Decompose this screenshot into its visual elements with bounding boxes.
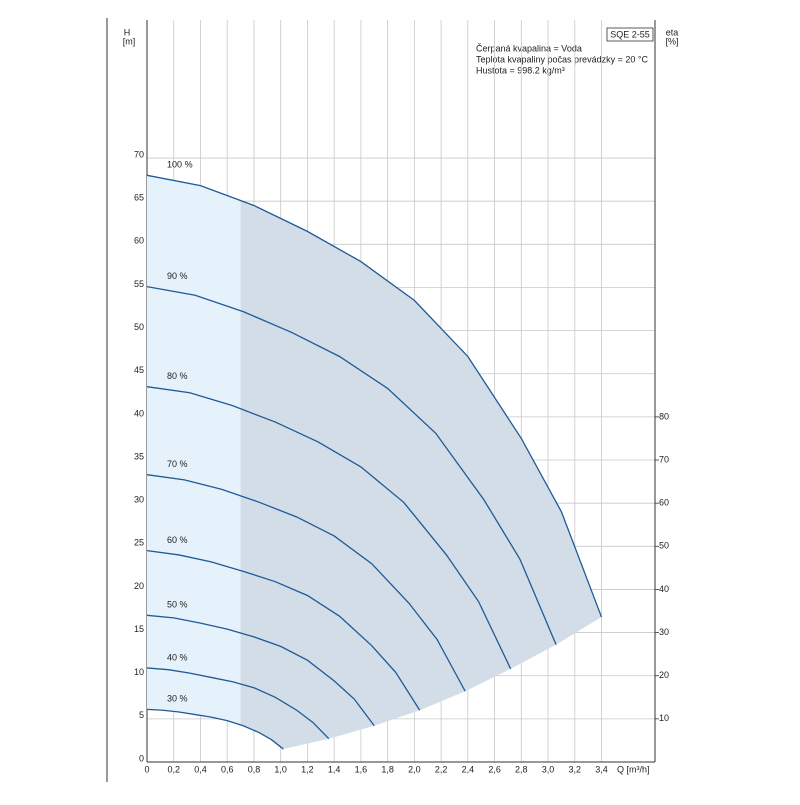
x-axis-label: Q [m³/h] (617, 764, 650, 774)
y2-tick-label: 10 (659, 713, 669, 723)
x-tick-label: 1,4 (328, 764, 341, 774)
y-tick-label: 35 (134, 451, 144, 461)
y2-tick-label: 20 (659, 670, 669, 680)
x-tick-label: 0,8 (248, 764, 261, 774)
curve-label: 80 % (167, 371, 188, 381)
y-tick-label: 55 (134, 279, 144, 289)
x-tick-label: 0,2 (167, 764, 180, 774)
y-tick-label: 20 (134, 581, 144, 591)
y-tick-label: 45 (134, 365, 144, 375)
y2-tick-label: 40 (659, 584, 669, 594)
y-tick-label: 40 (134, 408, 144, 418)
x-tick-label: 2,4 (462, 764, 475, 774)
y-tick-label: 65 (134, 193, 144, 203)
x-tick-label: 3,4 (595, 764, 608, 774)
x-tick-label: 0 (144, 764, 149, 774)
y2-axis-label: eta (666, 27, 679, 37)
y-tick-label: 0 (139, 753, 144, 763)
pump-curve (146, 174, 603, 618)
curve-label: 100 % (167, 160, 193, 170)
pump-curve (146, 614, 375, 727)
area-high (240, 200, 602, 750)
pump-curve (146, 708, 284, 750)
y-axis-unit: [m] (123, 36, 136, 46)
y2-tick-label: 80 (659, 411, 669, 421)
x-tick-label: 3,0 (542, 764, 555, 774)
y2-tick-label: 70 (659, 454, 669, 464)
annotation: Čerpaná kvapalina = Voda (476, 43, 582, 53)
y-tick-label: 5 (139, 710, 144, 720)
y-tick-label: 15 (134, 624, 144, 634)
curve-label: 50 % (167, 600, 188, 610)
curve-label: 30 % (167, 694, 188, 704)
pump-curve (146, 285, 557, 645)
y-tick-label: 10 (134, 667, 144, 677)
curve-label: 40 % (167, 652, 188, 662)
y-tick-label: 30 (134, 495, 144, 505)
y-tick-label: 25 (134, 538, 144, 548)
x-tick-label: 0,6 (221, 764, 234, 774)
y2-axis-unit: [%] (665, 36, 678, 46)
curve-label: 60 % (167, 535, 188, 545)
pump-curve (146, 474, 466, 692)
x-tick-label: 1,6 (355, 764, 368, 774)
operating-area (147, 175, 602, 750)
y2-tick-label: 50 (659, 541, 669, 551)
y2-tick-label: 60 (659, 498, 669, 508)
y-tick-label: 60 (134, 236, 144, 246)
x-tick-label: 2,8 (515, 764, 528, 774)
chart-title: SQE 2-55 (610, 29, 650, 39)
x-tick-label: 1,2 (301, 764, 314, 774)
pump-curve (146, 386, 512, 670)
x-tick-label: 1,0 (274, 764, 287, 774)
annotation: Teplota kvapaliny počas prevádzky = 20 °… (476, 54, 648, 64)
x-tick-label: 2,6 (488, 764, 501, 774)
y-tick-label: 70 (134, 149, 144, 159)
x-tick-label: 2,0 (408, 764, 421, 774)
curve-label: 70 % (167, 459, 188, 469)
y-axis-label: H (124, 27, 131, 37)
x-tick-label: 1,8 (381, 764, 394, 774)
title-box (606, 27, 654, 42)
curve-label: 90 % (167, 271, 188, 281)
x-tick-label: 3,2 (569, 764, 582, 774)
y-tick-label: 50 (134, 322, 144, 332)
y2-tick-label: 30 (659, 627, 669, 637)
pump-curve (146, 549, 421, 711)
x-tick-label: 0,4 (194, 764, 207, 774)
x-tick-label: 2,2 (435, 764, 448, 774)
pump-curve (146, 667, 330, 740)
area-low (147, 175, 241, 725)
annotation: Hustota = 998.2 kg/m³ (476, 65, 565, 75)
